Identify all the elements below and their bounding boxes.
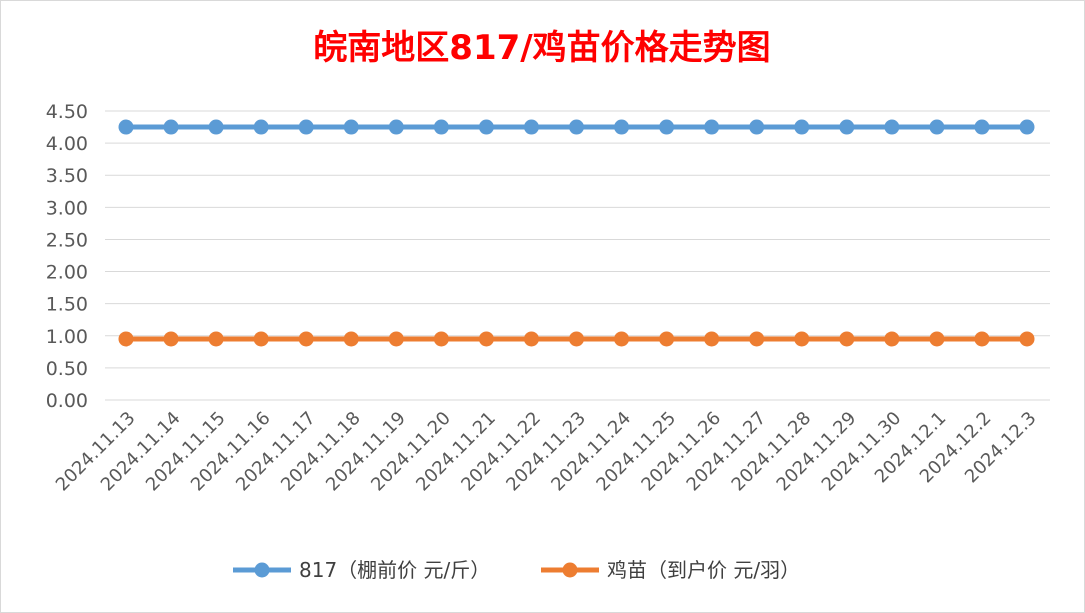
series-2: [118, 331, 1035, 347]
data-point: [794, 331, 810, 347]
data-point: [929, 331, 945, 347]
data-point: [118, 331, 134, 347]
data-point: [253, 119, 269, 135]
data-point: [794, 119, 810, 135]
data-point: [253, 331, 269, 347]
data-point: [884, 119, 900, 135]
y-tick-label: 1.00: [46, 326, 88, 348]
data-point: [433, 119, 449, 135]
data-point: [749, 331, 765, 347]
y-tick-label: 3.00: [46, 197, 88, 219]
y-tick-label: 0.50: [46, 358, 88, 380]
data-point: [974, 331, 990, 347]
data-point: [1019, 331, 1035, 347]
legend: 817（棚前价 元/斤） 鸡苗（到户价 元/羽）: [233, 558, 800, 582]
data-point: [974, 119, 990, 135]
data-point: [118, 119, 134, 135]
data-point: [478, 119, 494, 135]
data-point: [388, 331, 404, 347]
data-point: [523, 119, 539, 135]
data-point: [704, 119, 720, 135]
data-point: [1019, 119, 1035, 135]
data-point: [343, 119, 359, 135]
data-point: [478, 331, 494, 347]
data-point: [208, 331, 224, 347]
data-point: [704, 331, 720, 347]
y-tick-label: 3.50: [46, 165, 88, 187]
legend-label: 817（棚前价 元/斤）: [299, 558, 490, 582]
legend-entry-2: 鸡苗（到户价 元/羽）: [541, 558, 800, 582]
legend-marker: [254, 562, 270, 578]
data-point: [659, 119, 675, 135]
data-point: [298, 331, 314, 347]
data-point: [163, 119, 179, 135]
legend-entry-1: 817（棚前价 元/斤）: [233, 558, 490, 582]
data-point: [659, 331, 675, 347]
legend-marker: [562, 562, 578, 578]
y-tick-label: 2.00: [46, 262, 88, 284]
y-tick-label: 4.00: [46, 133, 88, 155]
data-point: [433, 331, 449, 347]
x-axis-ticks: 2024.11.132024.11.142024.11.152024.11.16…: [52, 408, 1041, 496]
data-point: [884, 331, 900, 347]
data-point: [523, 331, 539, 347]
y-tick-label: 2.50: [46, 229, 88, 251]
data-point: [569, 119, 584, 135]
data-point: [749, 119, 765, 135]
data-point: [343, 331, 359, 347]
series-layer: [118, 119, 1035, 347]
legend-label: 鸡苗（到户价 元/羽）: [607, 558, 800, 582]
data-point: [839, 119, 855, 135]
data-point: [839, 331, 855, 347]
data-point: [298, 119, 314, 135]
data-point: [208, 119, 224, 135]
data-point: [614, 331, 630, 347]
gridlines: [105, 110, 1050, 401]
series-1: [118, 119, 1035, 135]
data-point: [929, 119, 945, 135]
data-point: [614, 119, 630, 135]
y-tick-label: 1.50: [46, 294, 88, 316]
data-point: [569, 331, 584, 347]
y-axis-ticks: 0.00 0.50 1.00 1.50 2.00 2.50 3.00 3.50 4.00 4.50: [46, 101, 88, 412]
data-point: [388, 119, 404, 135]
chart-title: 皖南地区817/鸡苗价格走势图: [313, 28, 770, 68]
y-tick-label: 4.50: [46, 101, 88, 123]
y-tick-label: 0.00: [46, 390, 88, 412]
data-point: [163, 331, 179, 347]
